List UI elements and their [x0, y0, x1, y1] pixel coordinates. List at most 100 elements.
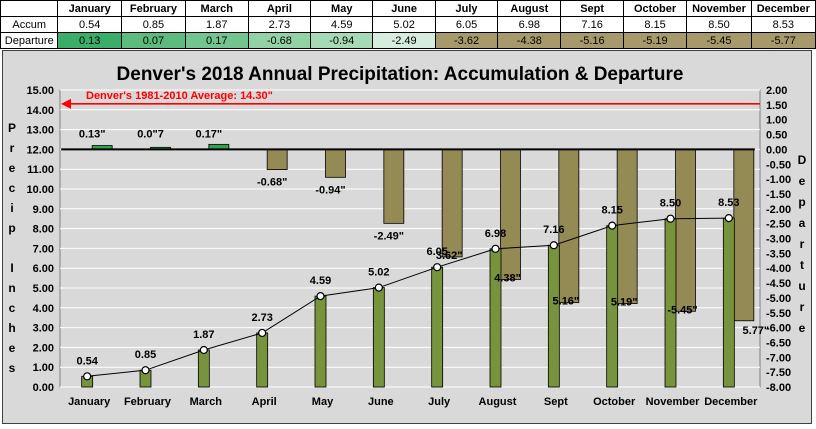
table-month-header: October [622, 0, 688, 17]
accumulation-bar [722, 217, 735, 388]
accumulation-data-label: 4.59 [310, 275, 331, 287]
left-axis-title-letter: P [8, 121, 16, 135]
departure-data-label: 4.38" [494, 272, 521, 284]
right-axis-tick-label: -4.00 [766, 263, 791, 275]
left-axis-tick-label: 1.00 [33, 362, 54, 374]
accumulation-marker [608, 221, 617, 230]
x-axis-tick-label: Sept [544, 396, 568, 408]
departure-data-label: 0.0"7 [137, 128, 164, 140]
right-axis-title-letter: e [799, 174, 806, 188]
right-axis-tick-label: -6.50 [766, 337, 791, 349]
left-axis-tick-label: 6.00 [33, 263, 54, 275]
accumulation-marker [141, 366, 150, 375]
left-axis-title-letter: c [9, 301, 16, 315]
right-axis-title-letter: a [799, 216, 806, 230]
table-row: Accum 0.54 0.85 1.87 2.73 4.59 5.02 6.05 6.98 7.1… [0, 16, 816, 33]
accum-cell: 6.98 [497, 16, 562, 33]
table-month-header: February [120, 0, 186, 17]
accumulation-bar [489, 248, 502, 388]
table-month-header: March [184, 0, 249, 17]
left-axis-tick-label: 13.00 [26, 125, 54, 137]
departure-data-label: 5.16" [553, 296, 580, 308]
right-axis-tick-label: 2.00 [766, 85, 787, 97]
right-axis-tick-label: -5.00 [766, 293, 791, 305]
left-axis-title-letter: I [10, 261, 13, 275]
left-axis-title-letter: e [9, 341, 16, 355]
departure-cell: -5.16 [560, 32, 624, 49]
x-axis-tick-label: March [190, 396, 223, 408]
left-axis-tick-label: 14.00 [26, 105, 54, 117]
accum-cell: 6.05 [434, 16, 499, 33]
accumulation-bar [197, 349, 210, 388]
departure-bar [733, 149, 755, 322]
left-axis-title-letter: i [10, 201, 13, 215]
departure-cell: -0.94 [310, 32, 374, 49]
accumulation-bar [547, 244, 560, 388]
left-axis-tick-label: 7.00 [33, 243, 54, 255]
accumulation-marker [258, 328, 267, 338]
left-axis-title-letter: n [8, 281, 15, 295]
departure-bar [266, 149, 288, 170]
accumulation-marker [549, 241, 558, 250]
departure-data-label: 5.77" [743, 325, 770, 337]
left-axis-tick-label: 0.00 [33, 382, 54, 394]
x-axis-tick-label: June [368, 396, 394, 408]
right-axis-tick-label: -5.50 [766, 308, 791, 320]
accumulation-marker [491, 244, 500, 253]
right-axis-tick-label: 1.00 [766, 115, 787, 127]
table-month-header: November [686, 0, 752, 17]
chart-title: Denver's 2018 Annual Precipitation: Accu… [117, 64, 684, 85]
average-arrow-icon [61, 98, 71, 109]
left-axis-tick-label: 11.00 [27, 164, 54, 176]
left-axis-tick-label: 10.00 [26, 184, 54, 196]
table-month-header: January [57, 0, 122, 17]
table-row: Departure 0.13 0.07 0.17 -0.68 -0.94 -2.49 -3.6… [0, 32, 816, 49]
right-axis-tick-label: -7.50 [766, 367, 791, 379]
average-reference-label: Denver's 1981-2010 Average: 14.30" [86, 90, 273, 102]
x-axis-tick-label: November [646, 396, 701, 408]
right-axis-tick-label: -4.50 [766, 278, 791, 290]
accumulation-bar [256, 332, 269, 388]
accumulation-marker [433, 263, 442, 272]
table-month-header: December [750, 0, 816, 17]
accumulation-data-label: 8.53 [718, 197, 739, 209]
accumulation-marker [199, 345, 208, 355]
chart: 0.00 1.00 2.00 3.00 4.00 5.00 6.00 7.00 8.00 9.00… [2, 50, 812, 424]
departure-bar [383, 149, 405, 224]
left-axis-title-letter: c [9, 181, 16, 195]
departure-bar [325, 149, 346, 178]
departure-data-label: -0.68" [257, 177, 287, 189]
departure-cell: 0.13 [57, 32, 122, 49]
accumulation-data-label: 8.50 [660, 198, 681, 210]
accumulation-bar [372, 287, 385, 388]
right-axis-tick-label: -2.00 [766, 204, 791, 216]
departure-bar [441, 149, 463, 258]
left-axis-tick-label: 8.00 [33, 224, 54, 236]
left-axis-tick-label: 4.00 [33, 303, 54, 315]
left-axis-title-letter: r [10, 141, 15, 155]
departure-cell: -5.45 [686, 32, 752, 49]
accumulation-bar [314, 295, 327, 388]
right-axis-tick-label: -7.00 [766, 352, 791, 364]
departure-bar [616, 149, 638, 304]
accumulation-data-label: 7.16 [543, 224, 564, 236]
accumulation-data-label: 2.73 [251, 312, 272, 324]
right-axis-title-letter: t [800, 258, 804, 272]
plot-area [59, 89, 761, 388]
departure-cell: -3.62 [434, 32, 499, 49]
departure-cell: -0.68 [247, 32, 312, 49]
accumulation-marker [374, 283, 383, 292]
x-axis-tick-label: October [593, 396, 636, 408]
departure-data-label: -5.45" [667, 304, 697, 316]
right-axis-tick-label: 0.00 [766, 144, 787, 156]
left-axis-tick-label: 2.00 [33, 342, 54, 354]
accumulation-data-label: 6.05 [426, 246, 447, 258]
right-axis-tick-label: -8.00 [766, 382, 791, 394]
accumulation-data-label: 5.02 [368, 267, 389, 279]
right-axis-tick-label: -1.00 [766, 174, 791, 186]
accumulation-marker [316, 292, 325, 301]
right-axis-tick-label: -0.50 [766, 159, 791, 171]
data-table: January February March April May June July Augu… [0, 0, 816, 49]
right-axis-tick-label: -6.00 [766, 323, 791, 335]
x-axis-tick-label: August [479, 396, 517, 408]
